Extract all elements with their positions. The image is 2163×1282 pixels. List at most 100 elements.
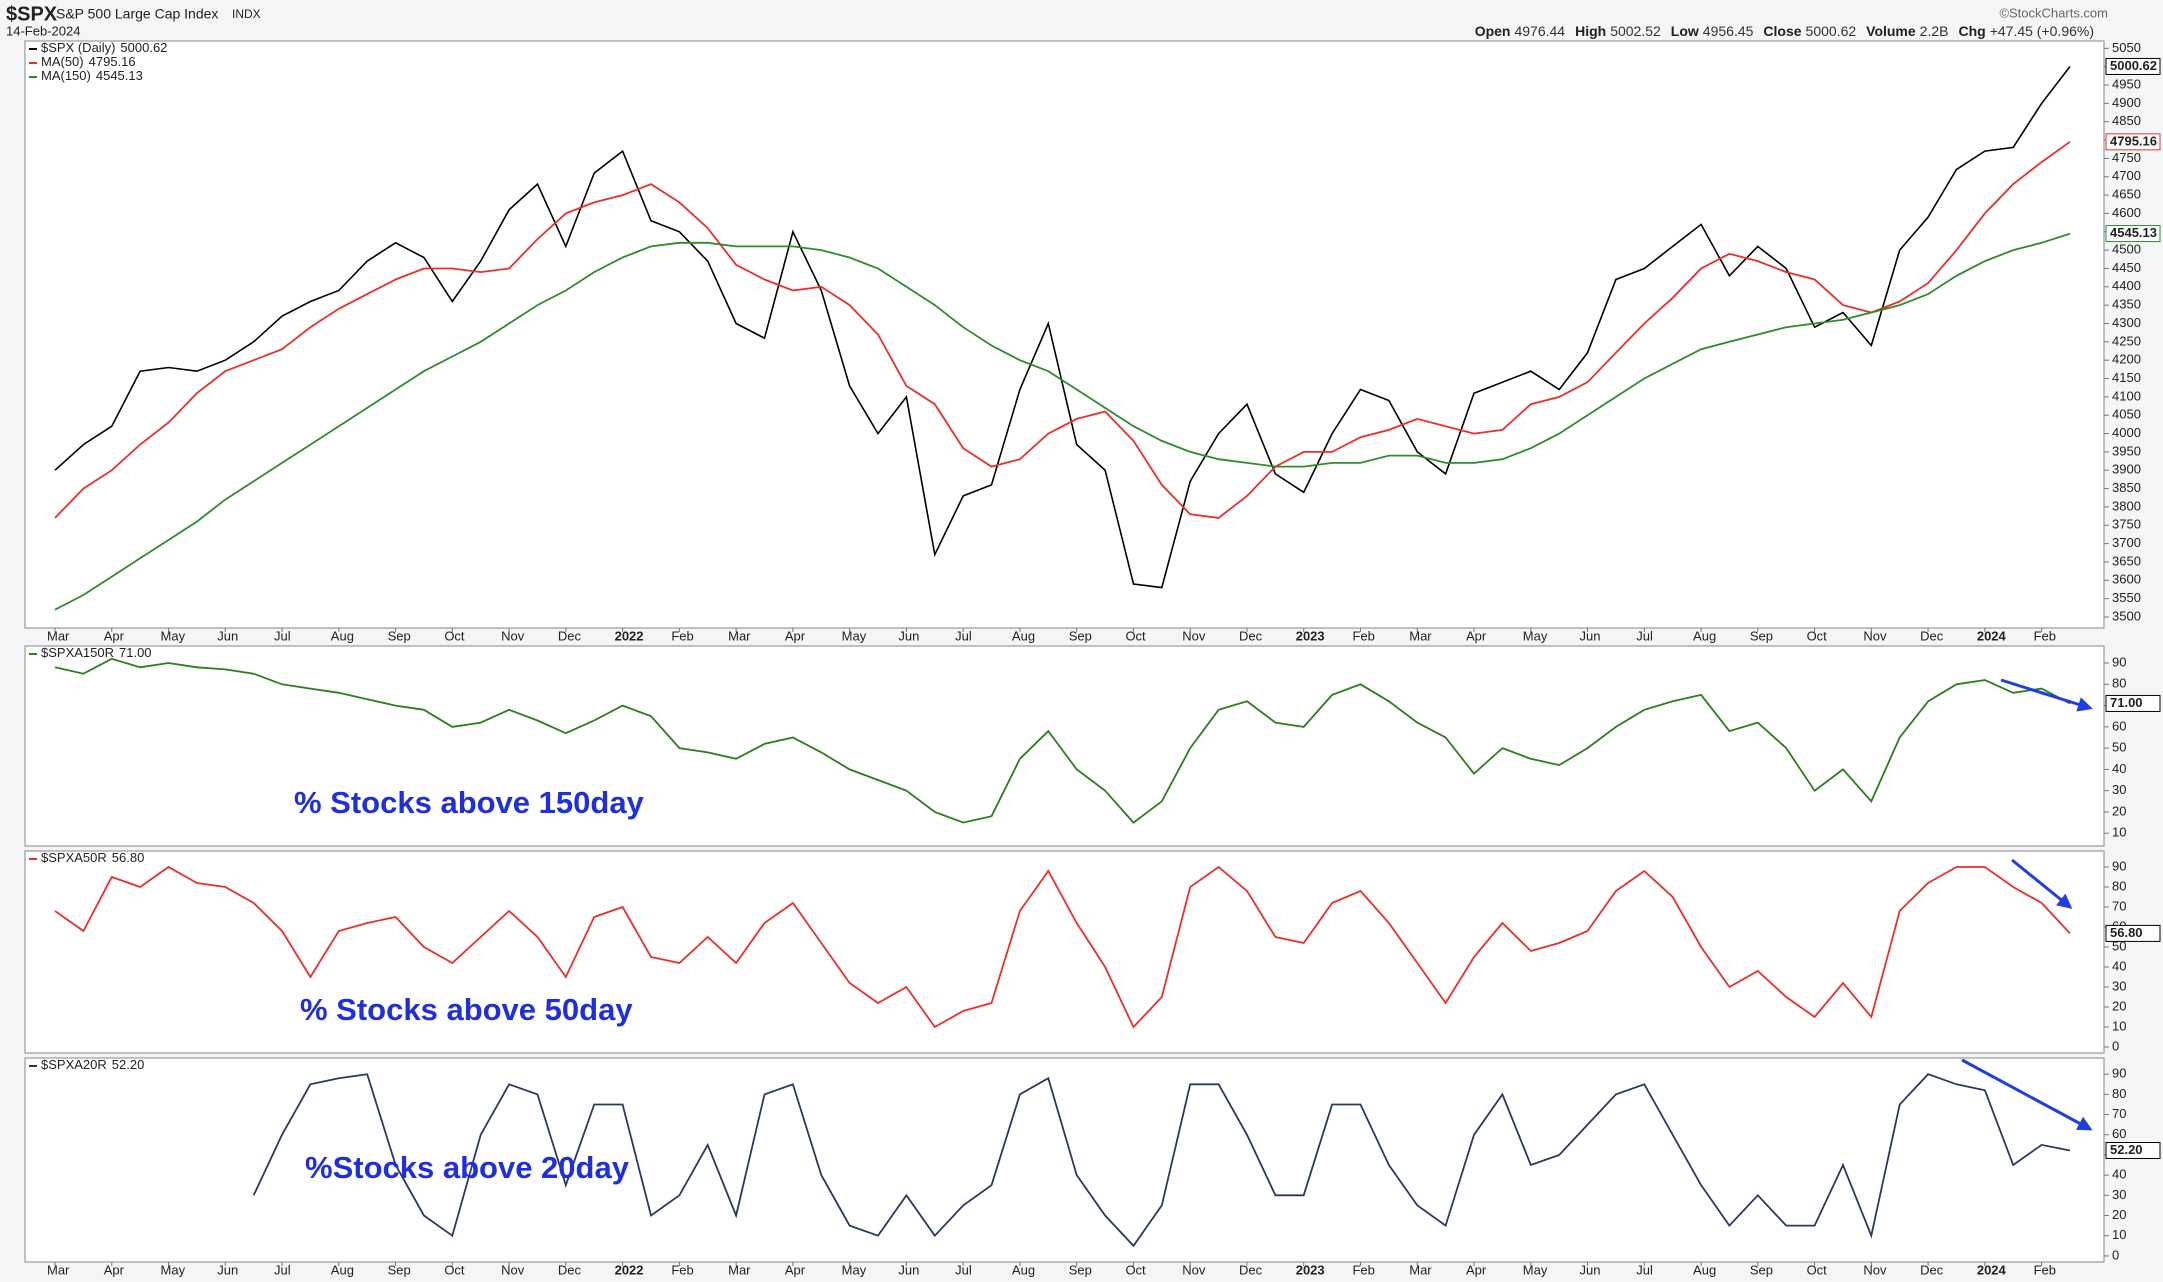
x-tick-label: Jun [217, 628, 238, 643]
last-value-label: 56.80 [2110, 925, 2143, 940]
x-tick-label: May [161, 1262, 186, 1277]
y-tick-label: 3850 [2112, 480, 2141, 495]
x-tick-label: Aug [331, 628, 354, 643]
x-tick-label: Sep [1069, 1262, 1092, 1277]
x-tick-label: Dec [1239, 1262, 1263, 1277]
x-tick-label: Jul [955, 628, 972, 643]
y-tick-label: 20 [2112, 998, 2126, 1013]
y-tick-label: 4700 [2112, 168, 2141, 183]
y-tick-label: 3950 [2112, 443, 2141, 458]
x-tick-label: Sep [388, 1262, 411, 1277]
last-value-tag [2105, 133, 2161, 151]
x-tick-label: Mar [47, 1262, 70, 1277]
ohlc-value: 5002.52 [1610, 23, 1661, 39]
y-tick-label: 4600 [2112, 205, 2141, 220]
ohlc-value: 4976.44 [1514, 23, 1565, 39]
legend-value: 4795.16 [89, 54, 136, 69]
x-tick-label: Apr [1466, 628, 1487, 643]
x-tick-label: Dec [558, 628, 582, 643]
y-tick-label: 3700 [2112, 535, 2141, 550]
x-tick-label: Feb [671, 1262, 693, 1277]
last-value-tag [2105, 924, 2161, 942]
y-tick-label: 90 [2112, 654, 2126, 669]
y-tick-label: 90 [2112, 1066, 2126, 1081]
x-tick-label: Dec [1920, 628, 1944, 643]
legend-value: 5000.62 [120, 40, 167, 55]
x-tick-label: May [1523, 1262, 1548, 1277]
y-tick-label: 0 [2112, 1038, 2119, 1053]
x-tick-label: Dec [1920, 1262, 1944, 1277]
y-tick-label: 80 [2112, 676, 2126, 691]
y-tick-label: 4500 [2112, 242, 2141, 257]
x-tick-label: 2023 [1296, 1262, 1325, 1277]
x-tick-label: Apr [1466, 1262, 1487, 1277]
ohlc: Open 4976.44 High 5002.52 Low 4956.45 Close 500… [1475, 23, 2094, 39]
x-tick-label: Sep [1750, 628, 1773, 643]
x-tick-label: Jul [1636, 1262, 1653, 1277]
ohlc-label: Open [1475, 23, 1511, 39]
x-tick-label: Jun [898, 628, 919, 643]
x-tick-label: Apr [785, 1262, 806, 1277]
x-tick-label: Apr [785, 628, 806, 643]
x-tick-label: Dec [558, 1262, 582, 1277]
x-tick-label: May [1523, 628, 1548, 643]
series-line [54, 141, 2071, 519]
legend-name: $SPXA20R [41, 1057, 107, 1072]
x-tick-label: Jul [955, 1262, 972, 1277]
y-tick-label: 4850 [2112, 113, 2141, 128]
last-value-tag [2105, 57, 2161, 75]
x-tick-label: May [842, 628, 867, 643]
y-tick-label: 4200 [2112, 352, 2141, 367]
y-tick-label: 40 [2112, 1167, 2126, 1182]
y-tick-label: 50 [2112, 938, 2126, 953]
x-tick-label: Jun [217, 1262, 238, 1277]
y-tick-label: 4000 [2112, 425, 2141, 440]
y-tick-label: 4650 [2112, 187, 2141, 202]
x-tick-label: 2022 [615, 1262, 644, 1277]
series-line [54, 657, 2071, 824]
last-value-label: 52.20 [2110, 1142, 2143, 1157]
ohlc-label: Close [1763, 23, 1801, 39]
y-tick-label: 30 [2112, 978, 2126, 993]
x-tick-label: Mar [728, 1262, 751, 1277]
series-line [252, 1073, 2071, 1248]
x-tick-label: Feb [1352, 1262, 1374, 1277]
ohlc-value: 2.2B [1920, 23, 1949, 39]
y-tick-label: 3650 [2112, 553, 2141, 568]
copyright: ©StockCharts.com [1999, 5, 2108, 20]
x-tick-label: 2023 [1296, 628, 1325, 643]
y-tick-label: 4450 [2112, 260, 2141, 275]
x-tick-label: Feb [671, 628, 693, 643]
panel-frame [24, 40, 2105, 629]
y-tick-label: 10 [2112, 1018, 2126, 1033]
legend-entry: $SPXA50R 56.80 [41, 850, 144, 865]
x-tick-label: Sep [1069, 628, 1092, 643]
y-tick-label: 4350 [2112, 297, 2141, 312]
y-tick-label: 4950 [2112, 76, 2141, 91]
legend-entry: MA(150) 4545.13 [41, 68, 143, 83]
x-tick-label: Dec [1239, 628, 1263, 643]
x-tick-label: Oct [1125, 628, 1146, 643]
legend-value: 4545.13 [96, 68, 143, 83]
annotation-arrow [2011, 858, 2073, 909]
x-tick-label: 2024 [1977, 1262, 2007, 1277]
x-tick-label: Aug [1012, 1262, 1035, 1277]
y-tick-label: 60 [2112, 718, 2126, 733]
legend-name: MA(50) [41, 54, 84, 69]
symbol: $SPX [6, 3, 58, 25]
x-tick-label: Aug [1693, 628, 1716, 643]
y-tick-label: 80 [2112, 1086, 2126, 1101]
ohlc-value: 5000.62 [1806, 23, 1857, 39]
x-tick-label: Oct [1807, 1262, 1828, 1277]
x-tick-label: Aug [331, 1262, 354, 1277]
x-tick-label: Mar [1409, 1262, 1432, 1277]
y-tick-label: 10 [2112, 825, 2126, 840]
y-tick-label: 70 [2112, 1106, 2126, 1121]
x-tick-label: Jul [274, 628, 291, 643]
x-tick-label: Mar [728, 628, 751, 643]
panel-frame [24, 1057, 2105, 1263]
y-tick-label: 3600 [2112, 572, 2141, 587]
x-tick-label: Feb [1352, 628, 1374, 643]
